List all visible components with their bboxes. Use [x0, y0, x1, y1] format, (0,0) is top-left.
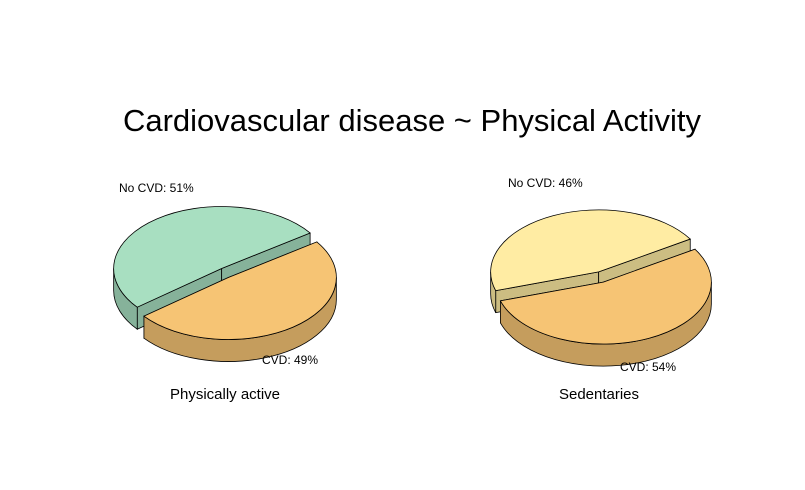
pie-sedentaries-no-cvd-slice	[490, 209, 691, 292]
pie-sedentaries-label-cvd: CVD: 54%	[620, 360, 676, 374]
pie-physically-active-caption: Physically active	[170, 386, 280, 403]
pie-sedentaries-slices	[490, 209, 712, 367]
pie-physically-active-slices	[113, 206, 337, 362]
pie-physically-active-label-cvd: CVD: 49%	[262, 353, 318, 367]
pie-sedentaries-caption: Sedentaries	[559, 386, 639, 403]
chart-title: Cardiovascular disease ~ Physical Activi…	[123, 103, 702, 138]
pie-sedentaries: No CVD: 46% CVD: 54% Sedentaries	[490, 176, 712, 403]
pie-physically-active-cvd-slice	[143, 241, 337, 340]
pie-physically-active-label-no-cvd: No CVD: 51%	[119, 181, 194, 195]
pie-sedentaries-cvd-slice	[499, 248, 712, 345]
pie-physically-active: No CVD: 51% CVD: 49% Physically active	[113, 181, 337, 403]
pie-sedentaries-label-no-cvd: No CVD: 46%	[508, 176, 583, 190]
pie-physically-active-no-cvd-slice	[113, 206, 311, 308]
